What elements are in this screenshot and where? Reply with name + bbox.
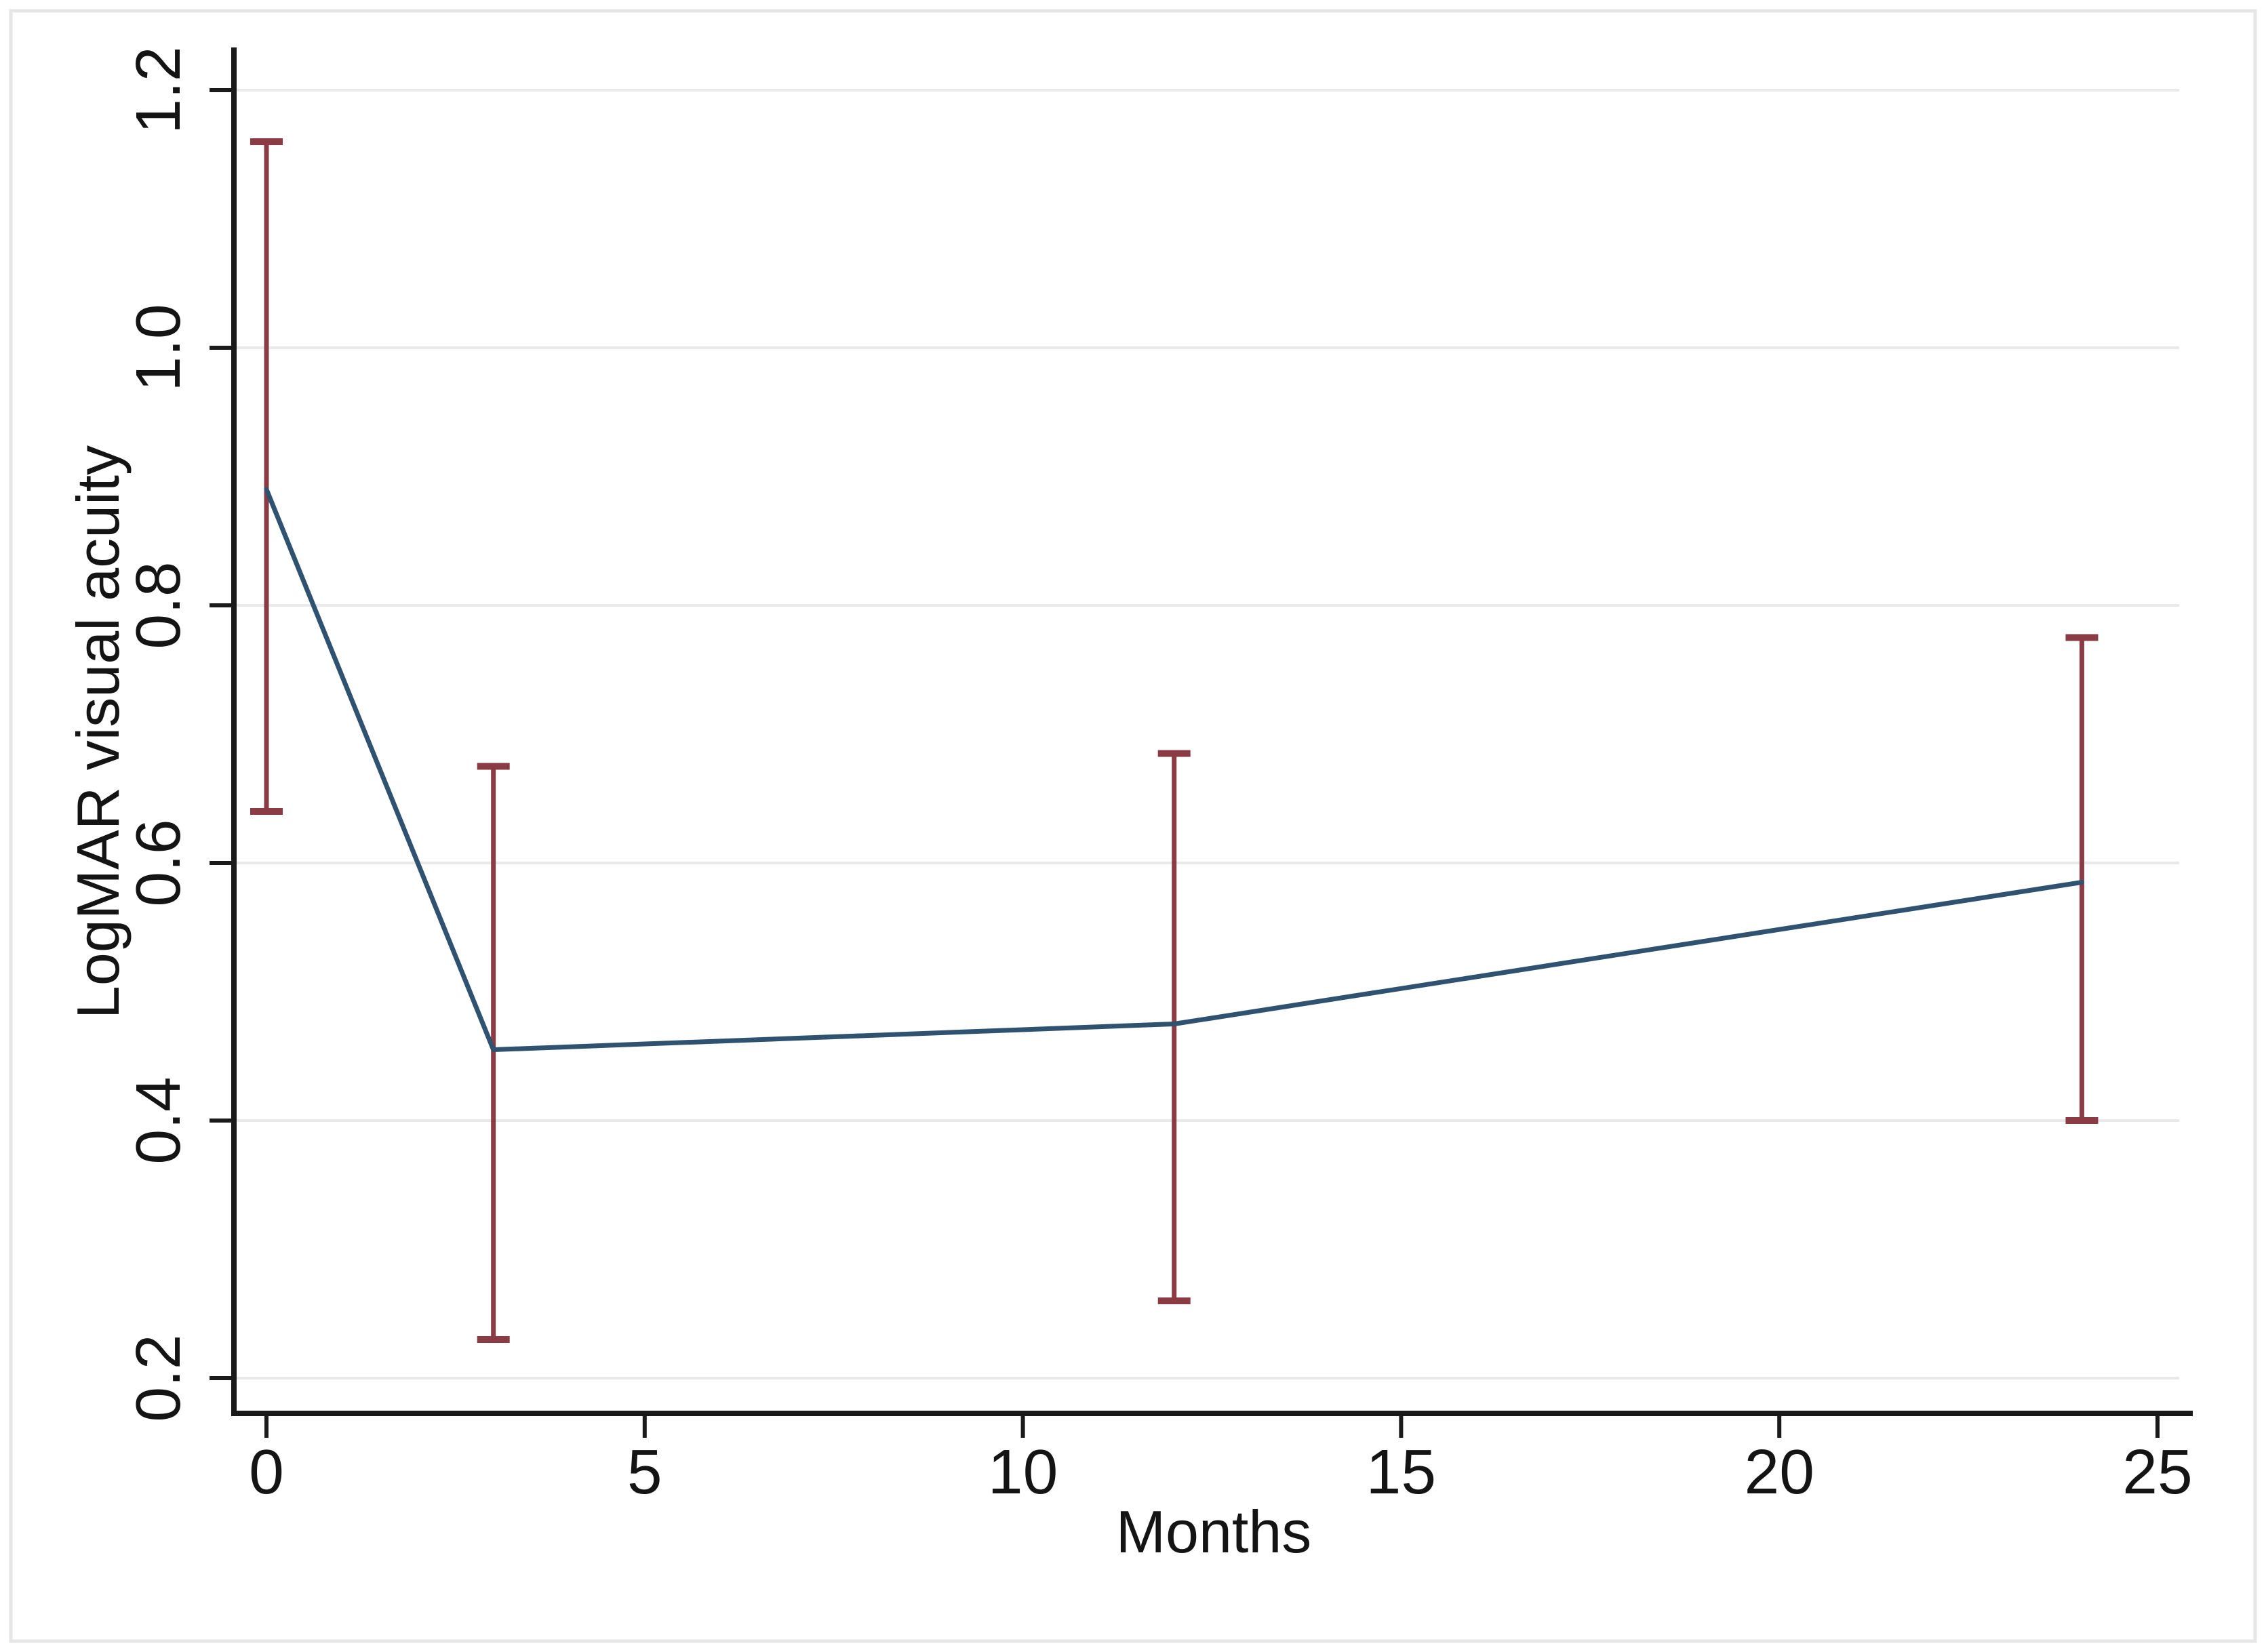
y-tick-label: 0.4 bbox=[123, 1076, 193, 1164]
x-tick-label: 5 bbox=[627, 1436, 662, 1507]
x-tick-label: 10 bbox=[988, 1436, 1058, 1507]
x-axis-title: Months bbox=[1116, 1498, 1312, 1565]
error-bar bbox=[2065, 634, 2099, 1124]
x-tick-label: 25 bbox=[2122, 1436, 2192, 1507]
error-bar bbox=[477, 763, 510, 1343]
y-axis-title: LogMAR visual acuity bbox=[64, 445, 132, 1019]
y-tick-label: 1.2 bbox=[123, 46, 193, 134]
error-bar bbox=[1157, 750, 1191, 1304]
y-tick-label: 0.8 bbox=[123, 561, 193, 649]
mean-line bbox=[264, 487, 2084, 1052]
y-tick-label: 0.2 bbox=[123, 1334, 193, 1422]
error-bar bbox=[250, 138, 283, 815]
tick-labels: 0.2 0.4 0.6 0.8 1.0 1.2 0 5 10 15 20 25 bbox=[123, 46, 2193, 1507]
error-bars bbox=[250, 138, 2099, 1343]
tick-marks bbox=[210, 88, 2160, 1438]
axes bbox=[231, 47, 2193, 1416]
data-line bbox=[264, 487, 2084, 1052]
y-tick-label: 1.0 bbox=[123, 304, 193, 391]
x-tick-label: 15 bbox=[1366, 1436, 1436, 1507]
y-tick-label: 0.6 bbox=[123, 819, 193, 906]
x-tick-label: 20 bbox=[1744, 1436, 1814, 1507]
x-tick-label: 0 bbox=[249, 1436, 284, 1507]
gridlines bbox=[234, 89, 2179, 1379]
figure-border bbox=[9, 9, 2257, 1643]
